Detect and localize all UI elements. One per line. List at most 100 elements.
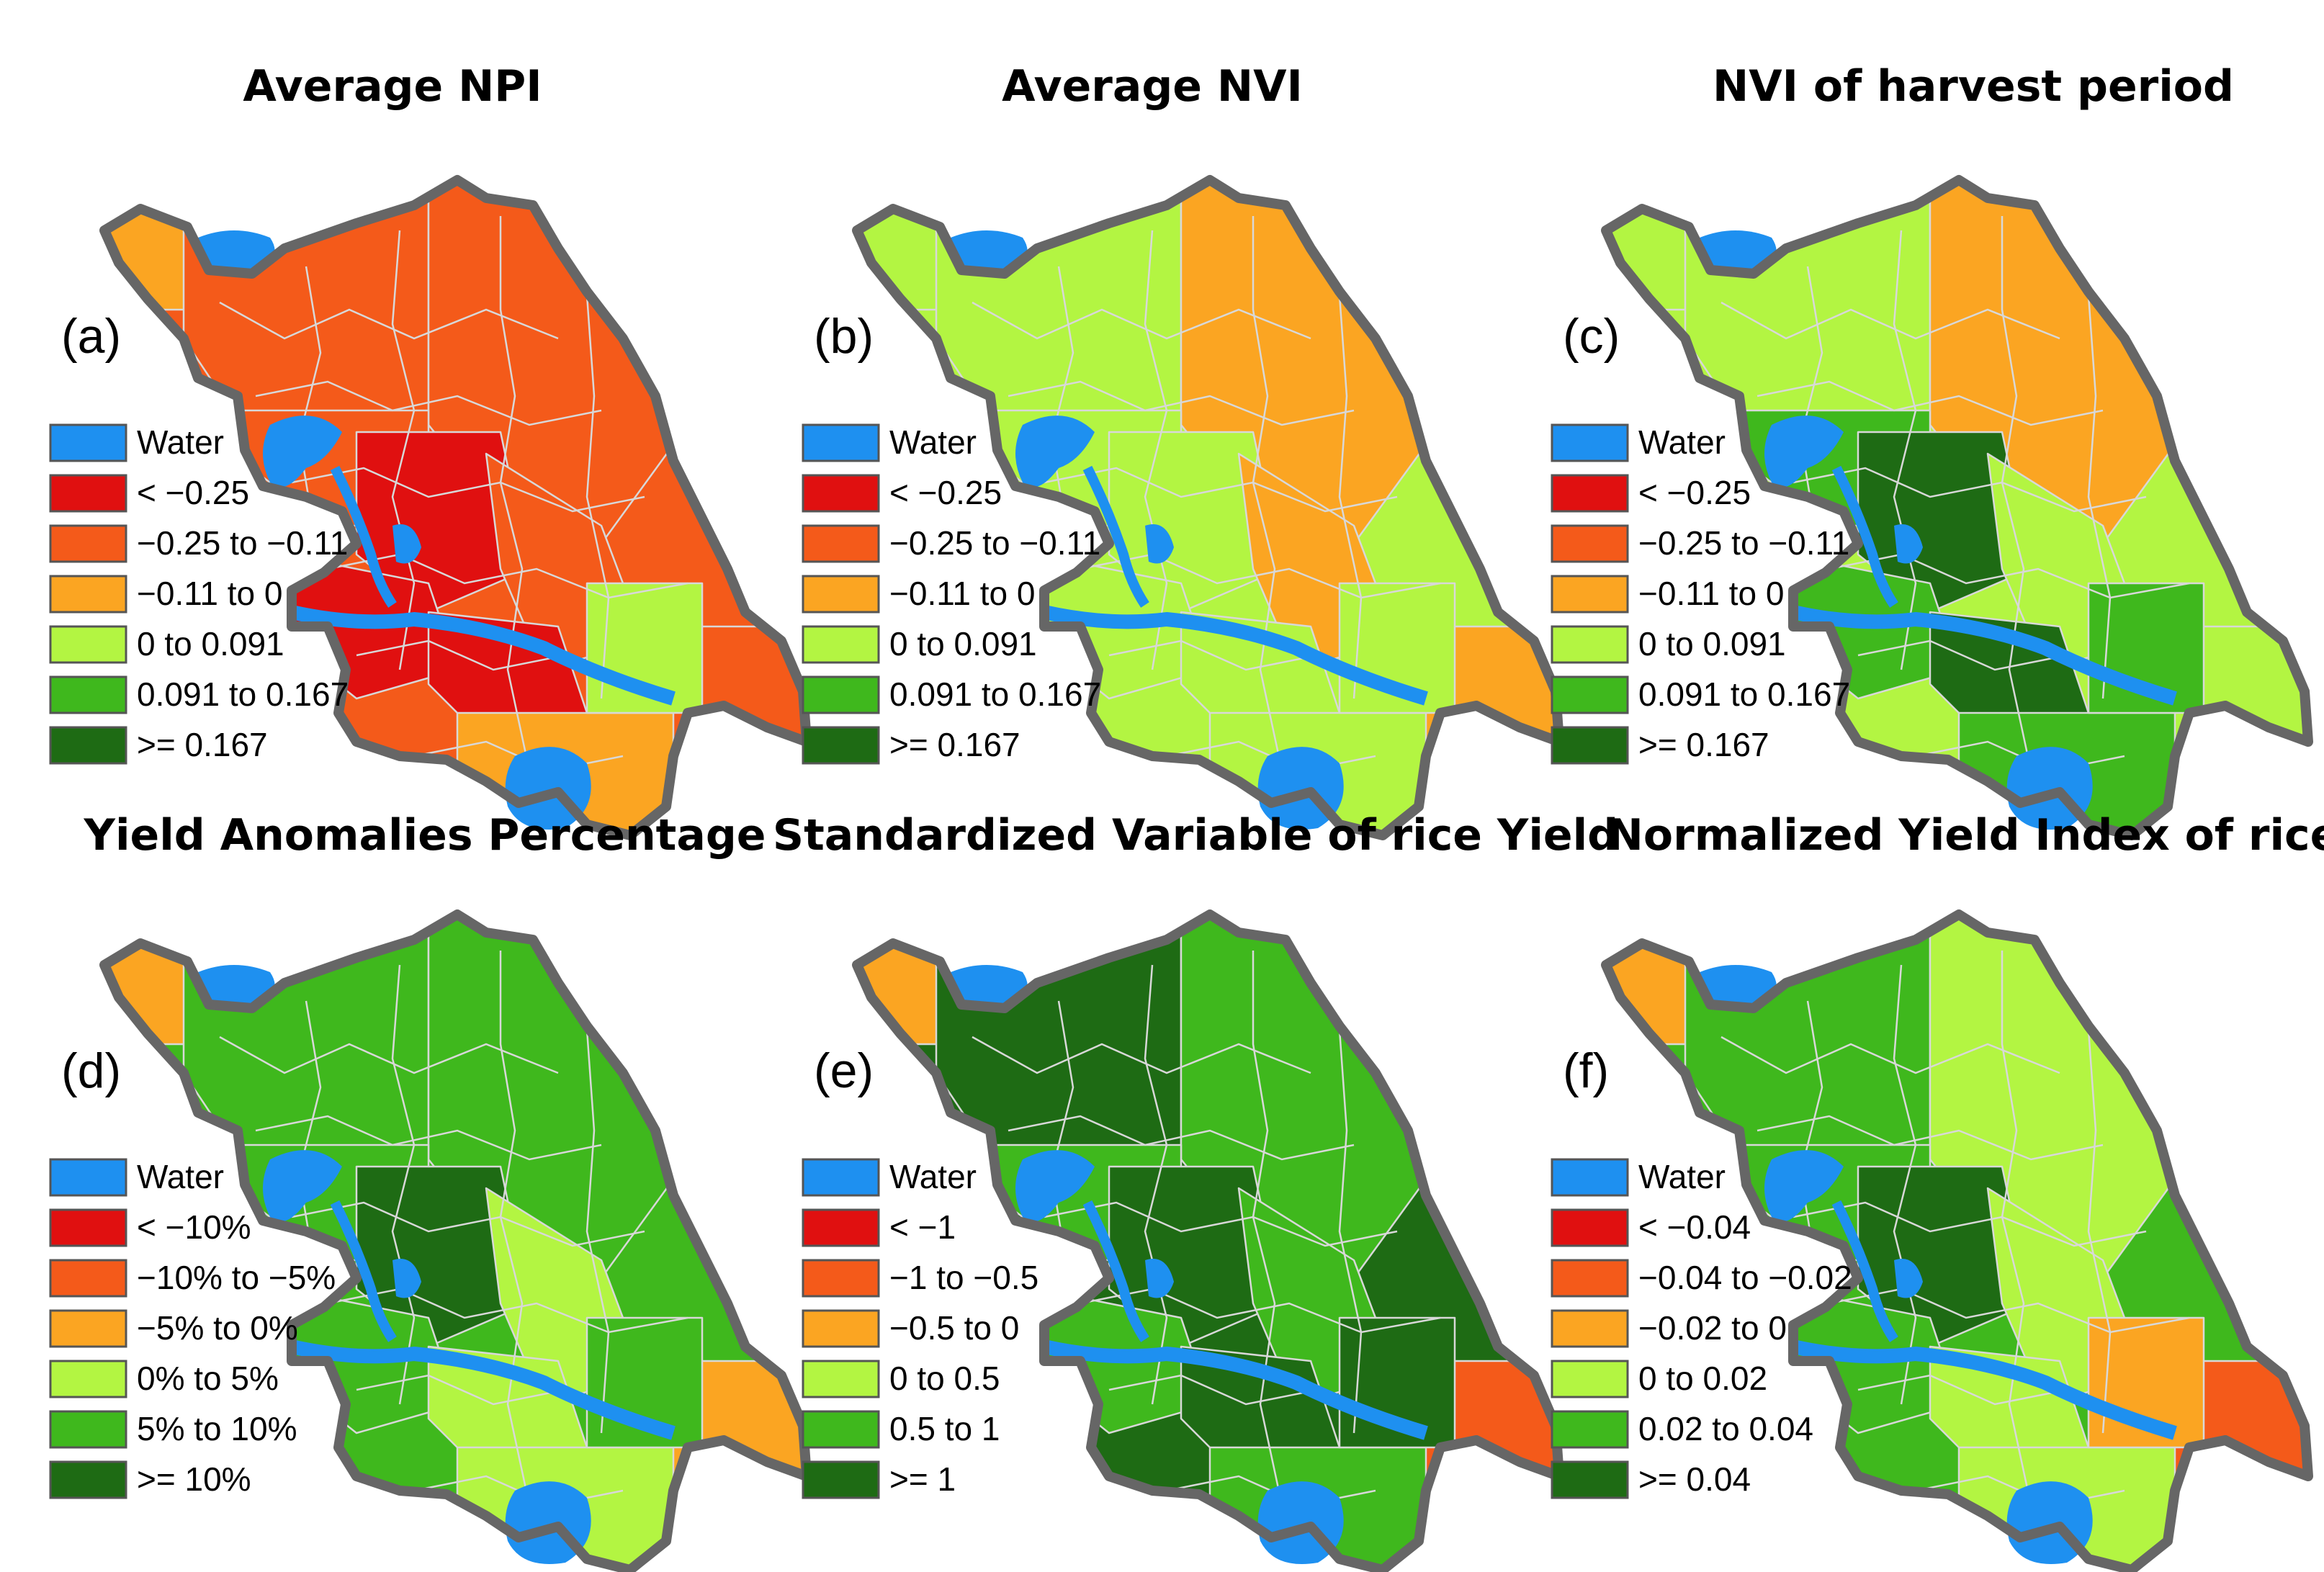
legend-swatch <box>1551 423 1629 462</box>
district-line <box>297 1000 322 1261</box>
legend-label: −0.25 to −0.11 <box>137 524 348 562</box>
legend-swatch <box>49 1259 127 1298</box>
district-line <box>1050 1000 1074 1261</box>
panel-letter-a: (a) <box>61 309 121 364</box>
district-line <box>1757 1115 2104 1161</box>
panel-title-e: Standardized Variable of rice Yield <box>773 810 1618 861</box>
legend-f: Water < −0.04 −0.04 to −0.02 −0.02 to 0 0 to… <box>1551 1158 1852 1499</box>
river-canal <box>330 465 397 608</box>
river-yangtze <box>1791 605 2177 706</box>
lake-gaoyou <box>392 1259 421 1298</box>
legend-swatch <box>49 1410 127 1449</box>
legend-label: Water <box>1638 423 1726 461</box>
district-line <box>1829 553 2190 599</box>
district-line <box>1799 266 1823 526</box>
legend-swatch <box>1551 1208 1629 1247</box>
panel-title-c: NVI of harvest period <box>1713 61 2234 112</box>
panel-d: Yield Anomalies Percentage (d) Water < −10%… <box>49 810 846 1572</box>
river-canal <box>1831 1200 1898 1342</box>
legend-label: < −10% <box>137 1208 251 1246</box>
legend-swatch <box>802 1460 880 1499</box>
district-line <box>2087 1029 2112 1434</box>
legend-label: Water <box>137 1158 224 1195</box>
river-yangtze <box>1042 1339 1428 1440</box>
legend-label: 0.091 to 0.167 <box>889 675 1101 713</box>
legend-swatch <box>1551 474 1629 513</box>
water-bodies-f <box>1700 965 2177 1564</box>
legend-swatch <box>1551 1360 1629 1398</box>
legend-swatch <box>802 726 880 765</box>
panel-e: Standardized Variable of rice Yield (e) Wa… <box>773 810 1618 1572</box>
legend-label: >= 10% <box>137 1460 251 1498</box>
legend-label: < −1 <box>889 1208 956 1246</box>
legend-label: 0 to 0.02 <box>1638 1360 1767 1397</box>
lake-gaoyou <box>1894 524 1923 564</box>
legend-label: −0.11 to 0 <box>1638 575 1785 612</box>
legend-swatch <box>49 1158 127 1197</box>
district-line <box>1829 1288 2190 1334</box>
district-line <box>1252 951 1283 1506</box>
legend-swatch <box>1551 726 1629 765</box>
legend-swatch <box>1551 1309 1629 1348</box>
district-line <box>499 951 531 1506</box>
river-yangtze <box>1791 1339 2177 1440</box>
legend-label: 0.091 to 0.167 <box>137 675 349 713</box>
district-line <box>327 553 688 599</box>
legend-label: Water <box>137 423 224 461</box>
legend-swatch <box>802 1360 880 1398</box>
river-canal <box>330 1200 397 1342</box>
lake-north <box>198 965 275 1005</box>
legend-label: Water <box>1638 1158 1726 1195</box>
legend-label: −0.25 to −0.11 <box>1638 524 1849 562</box>
district-line <box>291 467 645 513</box>
panel-title-f: Normalized Yield Index of rice <box>1607 810 2324 861</box>
district-line <box>1893 230 1917 670</box>
legend-swatch <box>1551 575 1629 614</box>
panel-letter-f: (f) <box>1563 1043 1609 1098</box>
legend-swatch <box>802 1208 880 1247</box>
district-line <box>255 380 602 426</box>
lake-gaoyou <box>1145 524 1174 564</box>
water-bodies-a <box>198 230 676 830</box>
legend-label: 0.5 to 1 <box>889 1410 1000 1447</box>
legend-label: 0 to 0.091 <box>1638 625 1786 663</box>
district-line <box>391 964 416 1405</box>
legend-swatch <box>1551 1158 1629 1197</box>
legend-swatch <box>802 1309 880 1348</box>
district-line <box>1893 964 1917 1405</box>
legend-swatch <box>802 524 880 563</box>
district-line <box>327 1288 688 1334</box>
panel-f: Normalized Yield Index of rice (f) Water < … <box>1551 810 2324 1572</box>
district-line <box>1793 467 2147 513</box>
panel-letter-b: (b) <box>814 309 874 364</box>
river-yangtze <box>290 605 676 706</box>
district-line <box>391 230 416 670</box>
legend-swatch <box>802 1158 880 1197</box>
legend-label: >= 0.167 <box>137 726 268 763</box>
district-line <box>1799 1000 1823 1261</box>
district-line <box>1252 216 1283 771</box>
legend-swatch <box>49 726 127 765</box>
legend-swatch <box>49 474 127 513</box>
legend-swatch <box>1551 675 1629 714</box>
legend-c: Water < −0.25 −0.25 to −0.11 −0.11 to 0 0 to… <box>1551 423 1850 765</box>
lake-hongze <box>1764 416 1844 488</box>
lake-north <box>951 230 1028 271</box>
legend-label: 0% to 5% <box>137 1360 279 1397</box>
legend-label: −0.11 to 0 <box>137 575 283 612</box>
panel-c: NVI of harvest period (c) Water < −0.25 −0.2… <box>1551 61 2324 879</box>
legend-label: < −0.25 <box>889 474 1002 511</box>
legend-label: −1 to −0.5 <box>889 1259 1038 1296</box>
district-line <box>1044 467 1398 513</box>
legend-swatch <box>802 474 880 513</box>
legend-swatch <box>49 575 127 614</box>
lake-hongze <box>263 416 342 488</box>
legend-swatch <box>1551 1460 1629 1499</box>
legend-label: Water <box>889 423 977 461</box>
district-line <box>586 1029 610 1434</box>
legend-swatch <box>802 423 880 462</box>
water-bodies-c <box>1700 230 2177 830</box>
district-line <box>586 295 610 699</box>
water-bodies-d <box>198 965 676 1564</box>
